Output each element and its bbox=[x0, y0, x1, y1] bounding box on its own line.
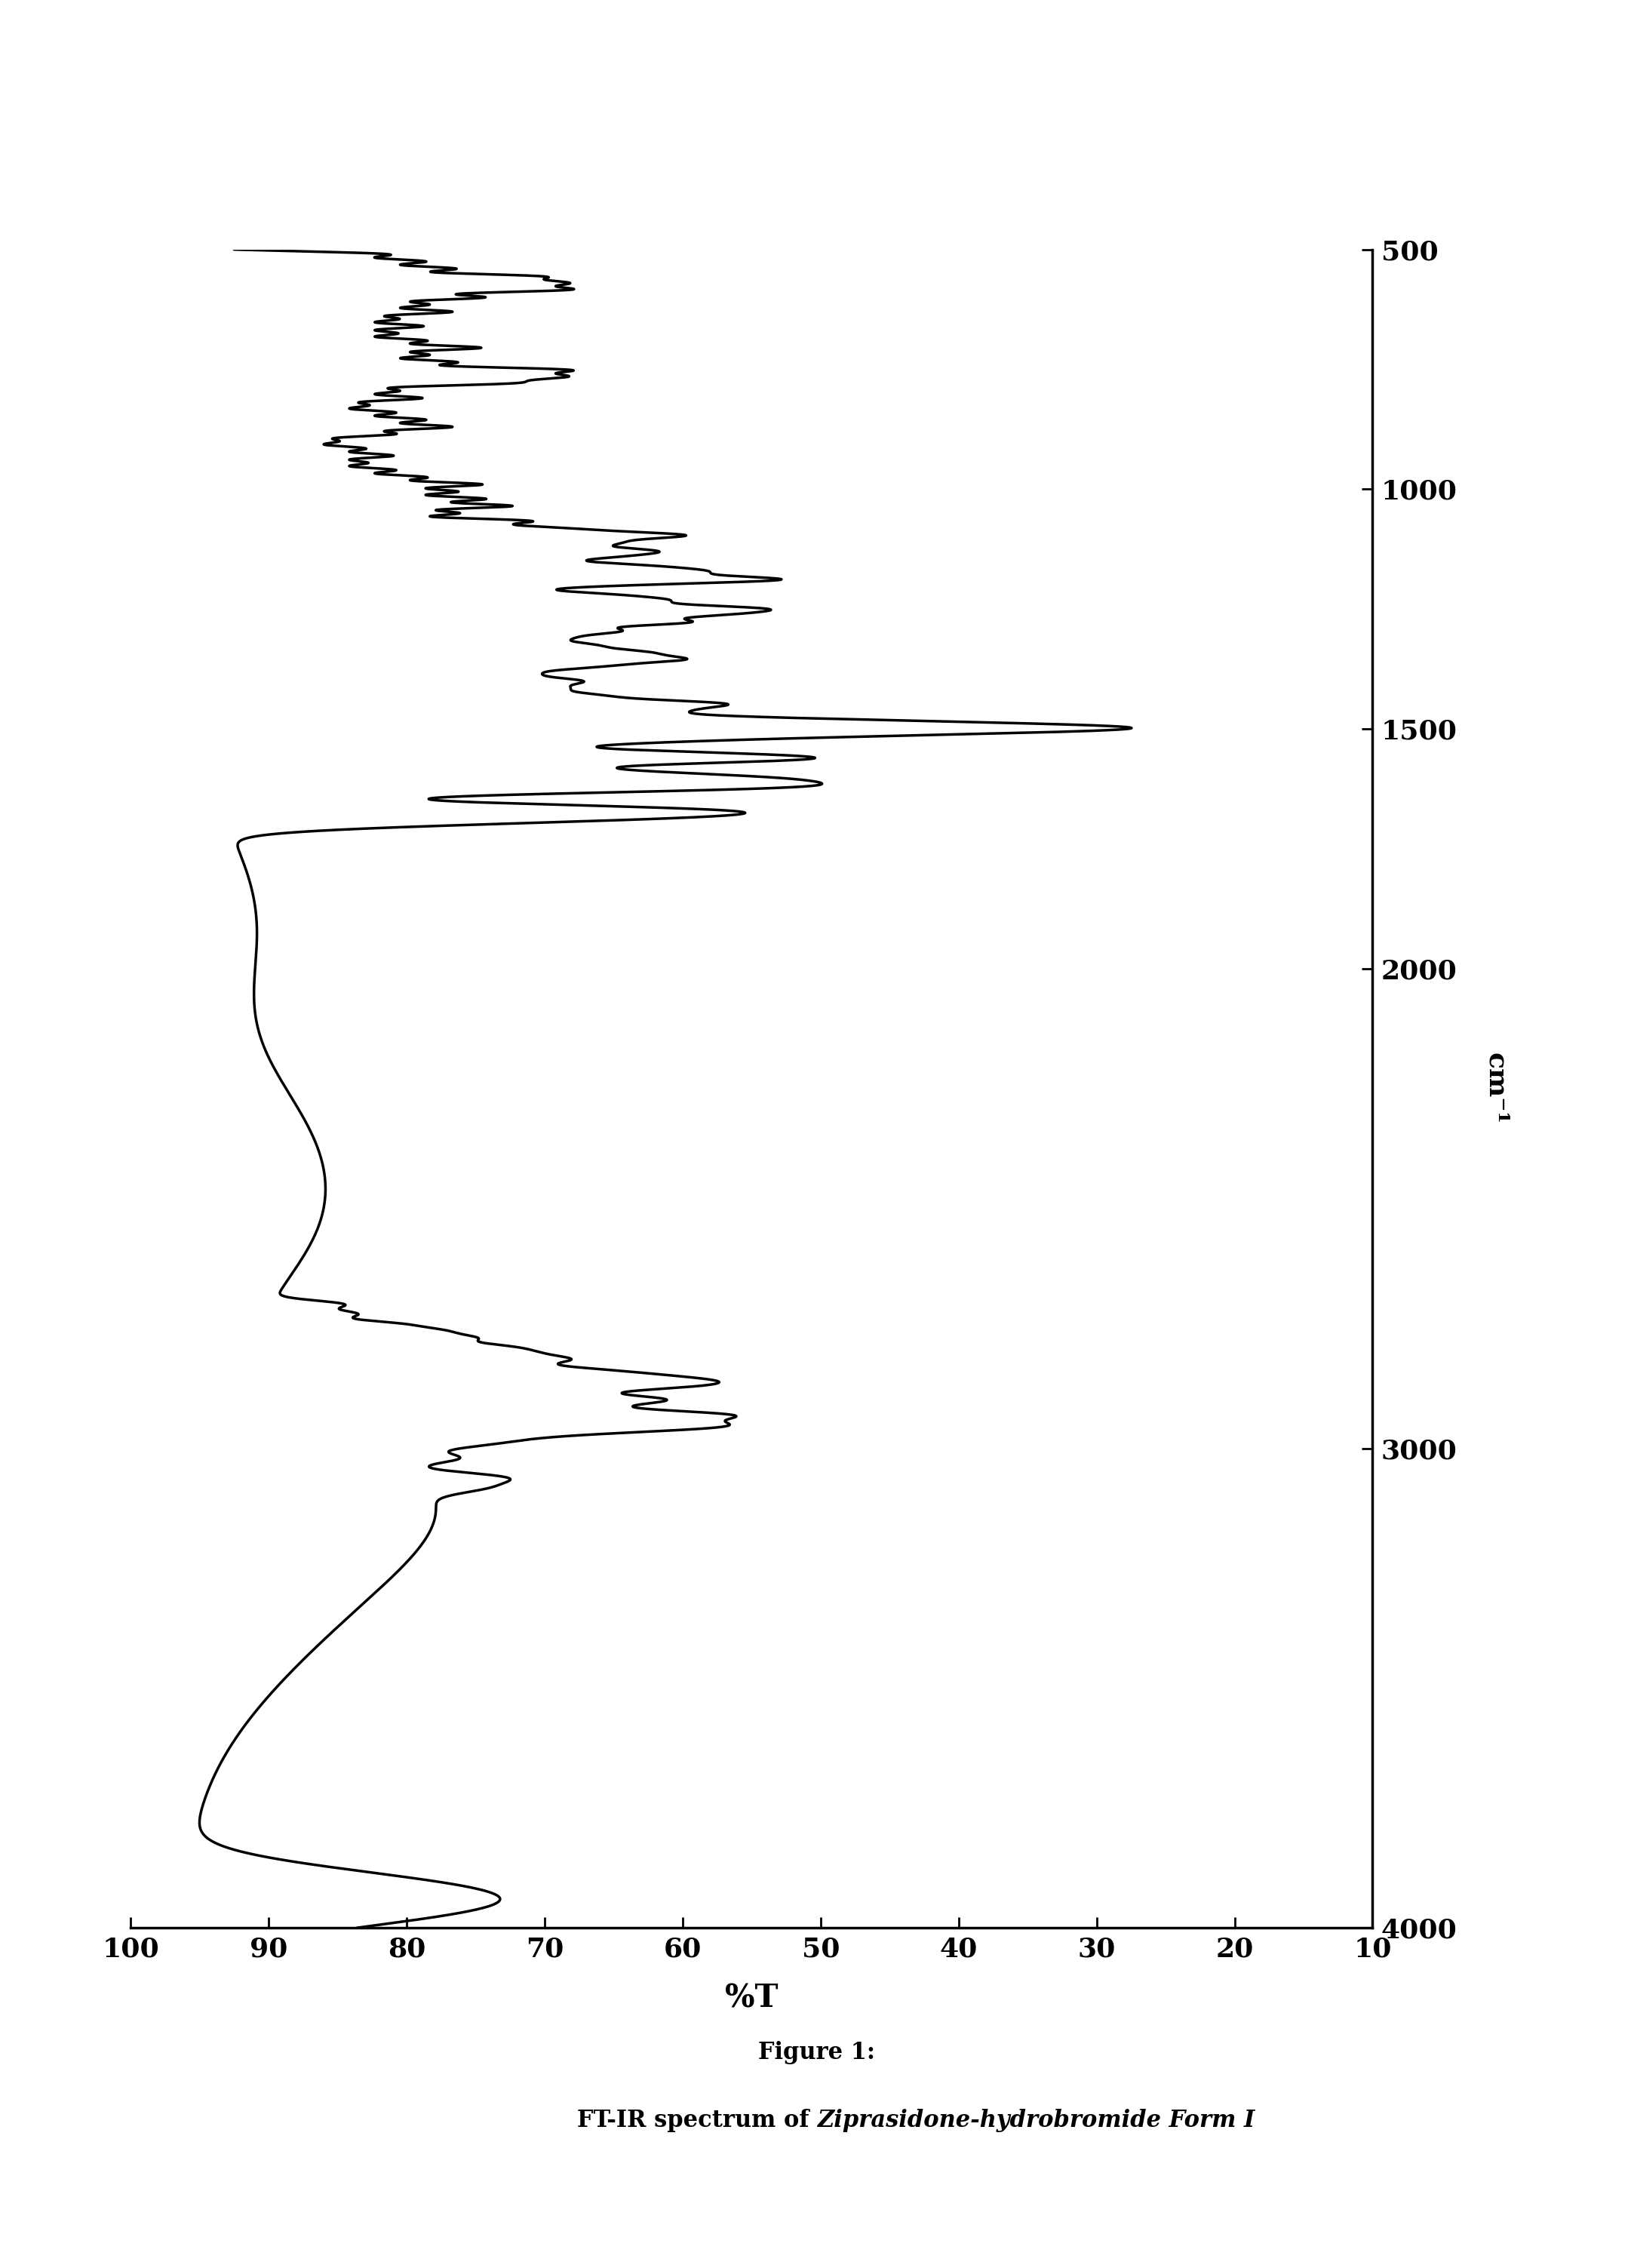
Y-axis label: cm⁻¹: cm⁻¹ bbox=[1484, 1052, 1508, 1125]
Text: Figure 1:: Figure 1: bbox=[758, 2041, 876, 2064]
Text: Ziprasidone-hydrobromide Form I: Ziprasidone-hydrobromide Form I bbox=[817, 2109, 1255, 2132]
X-axis label: %T: %T bbox=[725, 1982, 778, 2014]
Text: FT-IR spectrum of: FT-IR spectrum of bbox=[577, 2109, 817, 2132]
